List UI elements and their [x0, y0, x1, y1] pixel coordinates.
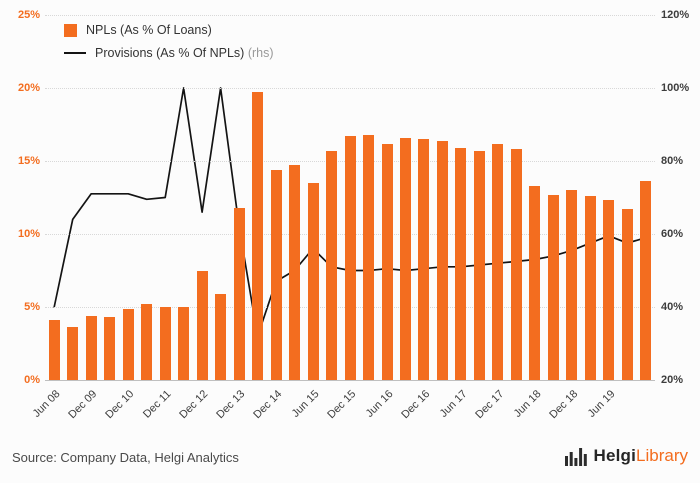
npl-bar [233, 207, 245, 380]
npl-bar [122, 308, 134, 380]
legend: NPLs (As % Of Loans) Provisions (As % Of… [64, 23, 274, 69]
x-axis-label: Jun 16 [363, 388, 396, 420]
x-axis-label: Dec 18 [547, 388, 581, 422]
logo-text-library: Library [636, 446, 688, 465]
plot-area: NPLs (As % Of Loans) Provisions (As % Of… [45, 15, 655, 381]
npl-bar [436, 140, 448, 380]
legend-item-npls: NPLs (As % Of Loans) [64, 23, 274, 37]
y-axis-left-label: 15% [17, 155, 40, 167]
y-axis-left-label: 5% [24, 301, 40, 313]
x-axis-label: Dec 17 [473, 388, 507, 422]
y-axis-left-label: 0% [24, 374, 40, 386]
x-axis-label: Dec 09 [66, 388, 100, 422]
x-axis-label: Dec 13 [214, 388, 248, 422]
x-axis-label: Jun 08 [30, 388, 63, 420]
npl-bar [529, 185, 541, 380]
npl-bar [178, 307, 190, 380]
npl-bar [48, 320, 60, 380]
x-axis-label: Dec 16 [399, 388, 433, 422]
gridline [45, 88, 655, 89]
npl-bar [215, 293, 227, 380]
npl-bar [640, 181, 652, 380]
helgi-library-logo: Helgi Library [565, 446, 688, 466]
y-axis-right-label: 100% [661, 82, 690, 94]
x-axis-label: Jun 15 [289, 388, 322, 420]
npl-bar [326, 150, 337, 380]
npl-bar [381, 143, 393, 380]
x-axis-label: Jun 19 [585, 388, 618, 420]
legend-provisions-label: Provisions (As % Of NPLs) (rhs) [95, 46, 274, 60]
legend-npls-label: NPLs (As % Of Loans) [86, 23, 212, 37]
y-axis-right-label: 120% [661, 9, 690, 21]
logo-text-helgi: Helgi [593, 446, 637, 465]
y-axis-right-label: 60% [661, 228, 684, 240]
x-axis-label: Jun 17 [437, 388, 470, 420]
npl-bar [510, 149, 522, 380]
npl-bar [307, 182, 319, 380]
x-axis-label: Dec 14 [251, 388, 285, 422]
npl-bar [400, 137, 411, 380]
npl-bar [603, 200, 615, 380]
npl-bar [196, 270, 208, 380]
npl-bar [418, 139, 430, 380]
legend-item-provisions: Provisions (As % Of NPLs) (rhs) [64, 46, 274, 60]
npl-bar [547, 194, 559, 380]
rhs-note: (rhs) [247, 46, 274, 60]
npl-bar [584, 196, 596, 380]
x-axis-label: Jun 18 [511, 388, 544, 420]
npl-bar [492, 143, 504, 380]
y-axis-left-label: 10% [17, 228, 40, 240]
npl-bar [363, 134, 374, 380]
x-axis-label: Dec 10 [103, 388, 137, 422]
provisions-line-swatch-icon [64, 52, 86, 54]
gridline [45, 15, 655, 16]
npl-bar [473, 150, 485, 380]
x-axis-label: Dec 15 [325, 388, 359, 422]
x-axis-label: Dec 12 [177, 388, 211, 422]
npl-bar [67, 327, 79, 380]
x-axis-label: Dec 11 [141, 388, 174, 421]
npl-bar [85, 315, 97, 380]
npl-bar [159, 307, 171, 380]
legend-provisions-text: Provisions (As % Of NPLs) [95, 46, 245, 60]
npl-bar [621, 209, 633, 380]
npl-bar [344, 136, 356, 380]
y-axis-left-label: 20% [17, 82, 40, 94]
y-axis-right-label: 40% [661, 301, 684, 313]
npl-bar [252, 92, 264, 380]
npl-bar [141, 304, 153, 380]
npl-bar [455, 147, 467, 380]
source-text: Source: Company Data, Helgi Analytics [12, 450, 239, 465]
npl-bar [104, 317, 116, 380]
npl-bar [270, 169, 282, 380]
y-axis-right-label: 80% [661, 155, 684, 167]
npls-bar-swatch-icon [64, 23, 77, 37]
y-axis-left-label: 25% [17, 9, 40, 21]
npl-bar [566, 190, 578, 380]
npl-bar [289, 165, 300, 380]
bar-chart-logo-icon [565, 447, 588, 466]
y-axis-right-label: 20% [661, 374, 684, 386]
